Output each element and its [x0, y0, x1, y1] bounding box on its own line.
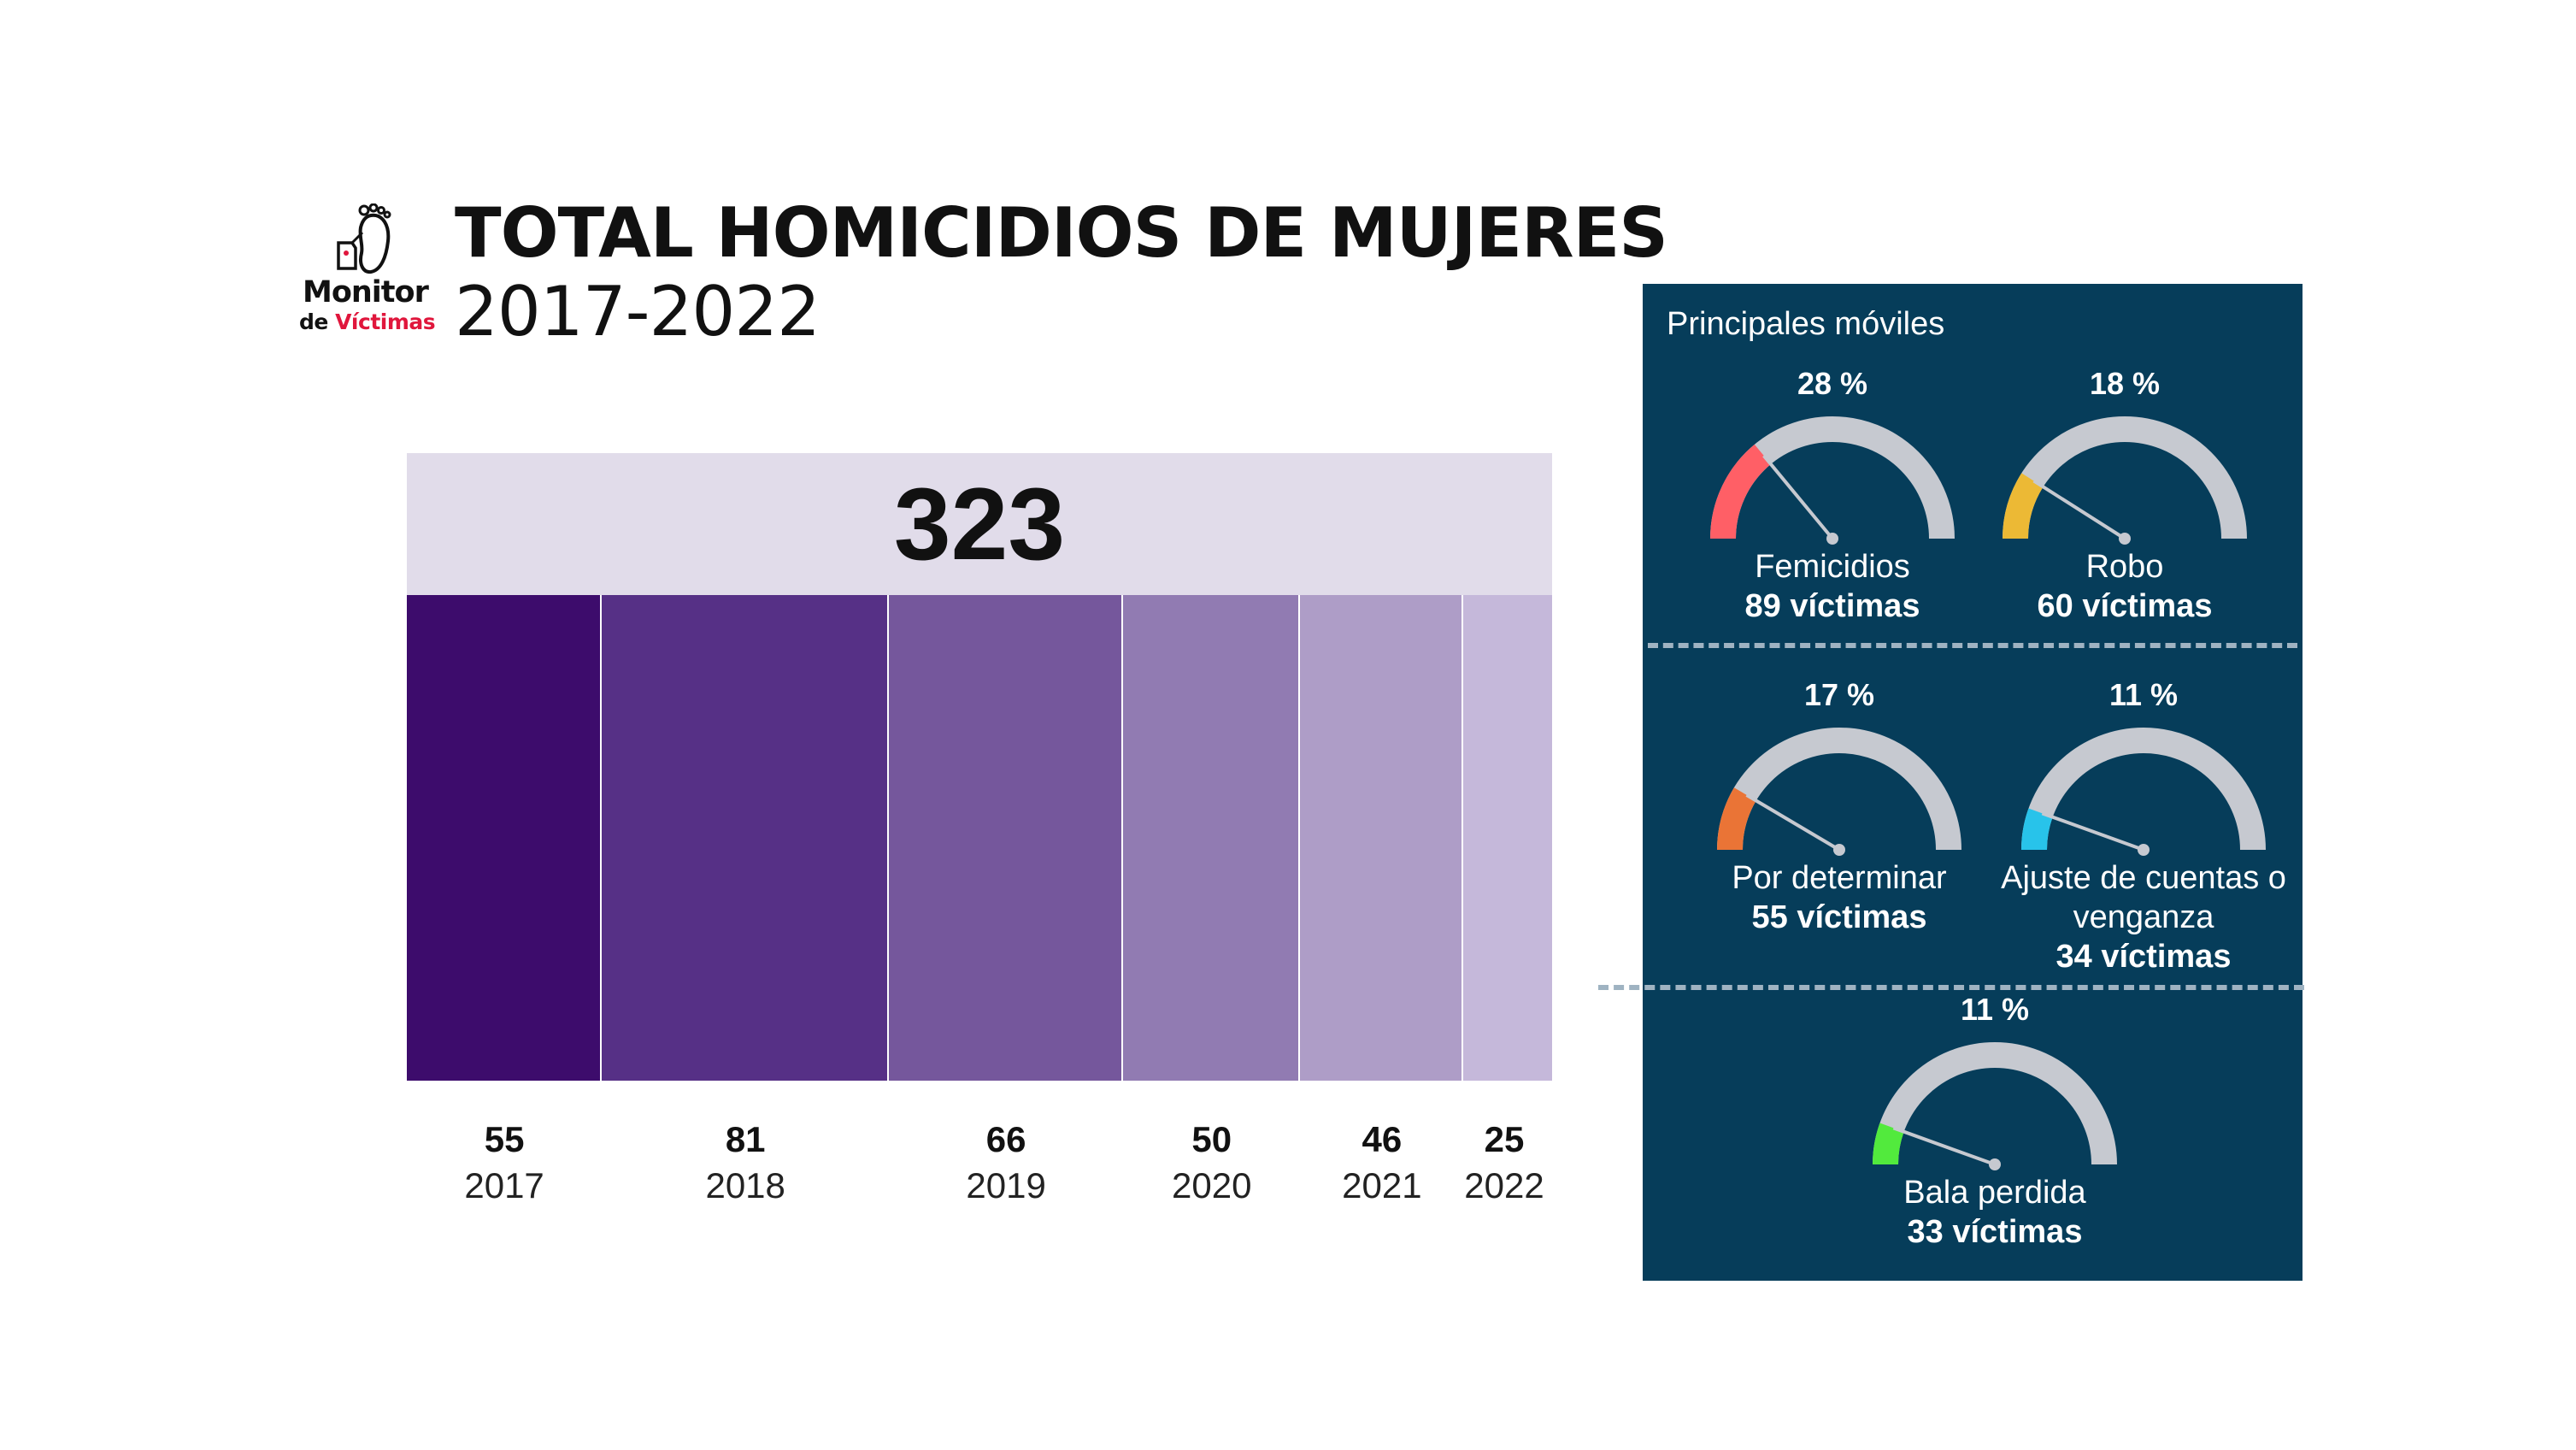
gauge-fill [2003, 473, 2044, 539]
gauge-track [1710, 416, 1955, 539]
gauge-needle [2041, 811, 2144, 852]
gauge-victims: 60 víctimas [2037, 588, 2213, 624]
bar-2019 [889, 595, 1121, 1081]
bar-label-2017: 55 2017 [419, 1117, 590, 1209]
gauge-track [2003, 416, 2247, 539]
gauge-victims: 33 víctimas [1907, 1214, 2083, 1250]
bar-2017 [407, 595, 601, 1081]
chart-title: TOTAL HOMICIDIOS DE MUJERES [455, 193, 1668, 273]
gauge-percent: 18 % [2089, 366, 2161, 401]
bar-label-2020: 50 2020 [1126, 1117, 1297, 1209]
gauge-dial [2021, 728, 2266, 856]
gauge-victims: 55 víctimas [1751, 899, 1927, 935]
year-bars [407, 595, 1552, 1081]
gauge-dial [1717, 728, 1961, 856]
bar-label-2018: 81 2018 [660, 1117, 831, 1209]
gauge-hub [2138, 844, 2150, 856]
gauge-hub [1826, 533, 1838, 545]
logo-text-monitor: Monitor [303, 275, 429, 309]
gauge-percent: 17 % [1803, 677, 1875, 712]
gauge-dial [2003, 416, 2247, 545]
bar-2022 [1463, 595, 1552, 1081]
gauge-percent: 11 % [2108, 677, 2179, 712]
footprint-tag-icon [337, 203, 391, 274]
gauge-label: Femicidios 89 víctimas [1661, 547, 2003, 626]
gauge-label: Por determinar 55 víctimas [1668, 858, 2010, 937]
gauge-dial [1710, 416, 1955, 545]
gauge-category: Por determinar [1732, 860, 1947, 896]
gauge-needle [1892, 1126, 1996, 1166]
principales-moviles-panel: Principales móviles 28 % Femicidios 89 v… [1598, 284, 2304, 1281]
gauge-femicidios: 28 % Femicidios 89 víctimas [1696, 366, 1969, 640]
gauge-percent: 28 % [1797, 366, 1868, 401]
gauge-track [1873, 1042, 2117, 1165]
bar-value-label: 55 [484, 1119, 525, 1159]
bar-value-label: 46 [1362, 1119, 1403, 1159]
bar-value-label: 81 [725, 1119, 766, 1159]
gauge-label: Ajuste de cuentas o venganza 34 víctimas [1981, 858, 2306, 976]
gauge-needle [1762, 454, 1834, 540]
monitor-de-victimas-logo: Monitor de Víctimas [299, 203, 436, 340]
bar-2018 [602, 595, 888, 1081]
bar-2020 [1123, 595, 1299, 1081]
gauge-ajuste-de-cuentas: 11 % Ajuste de cuentas o venganza 34 víc… [2001, 677, 2286, 975]
gauge-category: Femicidios [1755, 549, 1910, 585]
chart-subtitle: 2017-2022 [455, 272, 820, 351]
gauge-dial [1873, 1042, 2117, 1170]
bar-2021 [1300, 595, 1462, 1081]
gauge-bala-perdida: 11 % Bala perdida 33 víctimas [1858, 992, 2132, 1265]
gauge-track [2021, 728, 2266, 851]
bar-value-label: 50 [1191, 1119, 1232, 1159]
total-strip: 323 [407, 453, 1552, 595]
gauge-fill [2021, 808, 2053, 851]
bar-value-label: 25 [1484, 1119, 1525, 1159]
gauge-percent: 11 % [1960, 992, 2030, 1027]
gauge-needle [2032, 479, 2126, 540]
bar-label-2019: 66 2019 [920, 1117, 1091, 1209]
gauge-hub [1989, 1158, 2001, 1170]
gauge-fill [1717, 787, 1756, 851]
gauge-robo: 18 % Robo 60 víctimas [1988, 366, 2261, 640]
gauge-victims: 34 víctimas [2056, 939, 2232, 975]
gauge-por-determinar: 17 % Por determinar 55 víctimas [1703, 677, 1976, 951]
bar-year-label: 2022 [1464, 1165, 1544, 1205]
bar-year-label: 2017 [464, 1165, 544, 1205]
bar-year-label: 2020 [1172, 1165, 1252, 1205]
gauge-fill [1873, 1123, 1904, 1165]
bar-value-label: 66 [985, 1119, 1026, 1159]
panel-divider [1648, 643, 2297, 648]
gauge-track [1717, 728, 1961, 851]
gauge-hub [2119, 533, 2131, 545]
bar-label-2021: 46 2021 [1297, 1117, 1467, 1209]
gauge-hub [1833, 844, 1845, 856]
bar-year-label: 2021 [1342, 1165, 1422, 1205]
bar-year-label: 2019 [966, 1165, 1046, 1205]
bar-label-2022: 25 2022 [1419, 1117, 1590, 1209]
total-value: 323 [893, 467, 1066, 581]
gauge-category: Ajuste de cuentas o venganza [2001, 860, 2286, 935]
gauge-label: Robo 60 víctimas [1954, 547, 2296, 626]
gauge-victims: 89 víctimas [1744, 588, 1920, 624]
gauge-fill [1710, 444, 1772, 539]
year-labels: 55 2017 81 2018 66 2019 50 2020 46 2021 25 2022 [407, 1117, 1552, 1219]
gauge-category: Bala perdida [1903, 1175, 2086, 1211]
bar-year-label: 2018 [705, 1165, 785, 1205]
logo-text-de-victimas: de Víctimas [299, 309, 436, 334]
panel-divider [1598, 985, 2304, 990]
gauge-label: Bala perdida 33 víctimas [1824, 1173, 2166, 1252]
gauge-needle [1745, 793, 1841, 852]
gauge-category: Robo [2085, 549, 2164, 585]
panel-title: Principales móviles [1667, 306, 1945, 342]
